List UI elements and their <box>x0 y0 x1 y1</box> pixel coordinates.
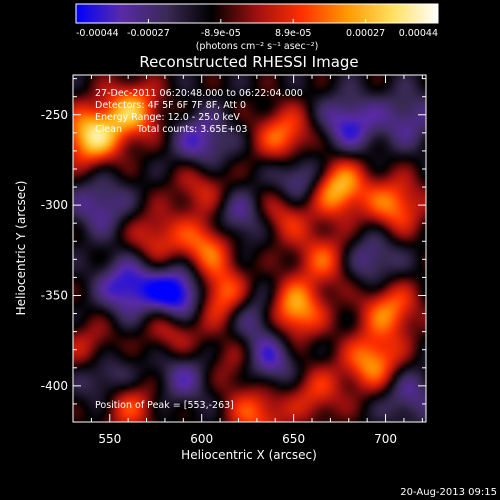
x-tick-label-550: 550 <box>98 432 121 446</box>
x-tick-label-650: 650 <box>282 432 305 446</box>
colorbar: -0.00044 -0.00027 -8.9e-05 8.9e-05 0.00027 0.… <box>75 3 439 52</box>
y-tick-label--300: -300 <box>41 198 68 212</box>
colorbar-strip <box>75 3 439 24</box>
colorbar-tick-label-2: -8.9e-05 <box>201 28 241 39</box>
plot-frame <box>72 74 427 423</box>
x-tick-label-700: 700 <box>374 432 397 446</box>
annotation-line-4: Clean Total counts: 3.65E+03 <box>95 124 247 135</box>
y-tick-label--400: -400 <box>41 379 68 393</box>
colorbar-tick-label-0: -0.00044 <box>76 28 119 39</box>
annotation-line-2: Detectors: 4F 5F 6F 7F 8F, Att 0 <box>95 100 246 111</box>
annotation-block: 27-Dec-2011 06:20:48.000 to 06:22:04.000… <box>95 88 303 411</box>
y-tick-label--250: -250 <box>41 108 68 122</box>
annotation-line-3: Energy Range: 12.0 - 25.0 keV <box>95 112 240 123</box>
x-axis-label: Heliocentric X (arcsec) <box>181 448 317 462</box>
colorbar-tick-label-4: 0.00027 <box>346 28 385 39</box>
footer-timestamp: 20-Aug-2013 09:15 <box>400 487 497 498</box>
heatmap-image <box>73 75 426 422</box>
chart-title: Reconstructed RHESSI Image <box>139 53 358 71</box>
colorbar-unit-label: (photons cm⁻² s⁻¹ asec⁻²) <box>196 41 319 52</box>
colorbar-ticks: -0.00044 -0.00027 -8.9e-05 8.9e-05 0.00027 0.… <box>75 19 439 39</box>
colorbar-tick-label-1: -0.00027 <box>127 28 170 39</box>
annotation-line-1: 27-Dec-2011 06:20:48.000 to 06:22:04.000 <box>95 88 303 99</box>
colorbar-tick-label-3: 8.9e-05 <box>275 28 311 39</box>
plot-area: 550 600 650 700 -250 -300 -350 -400 <box>41 74 427 446</box>
y-tick-label--350: -350 <box>41 288 68 302</box>
y-axis-label: Heliocentric Y (arcsec) <box>14 181 28 316</box>
axis-ticks: 550 600 650 700 -250 -300 -350 -400 <box>41 75 426 446</box>
colorbar-tick-label-5: 0.00044 <box>399 28 438 39</box>
x-tick-label-600: 600 <box>190 432 213 446</box>
peak-position-label: Position of Peak = [553,-263] <box>95 400 234 411</box>
